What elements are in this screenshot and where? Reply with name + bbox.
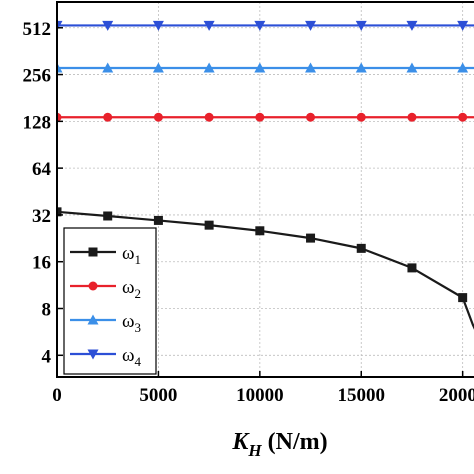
x-tick-label: 0: [52, 385, 62, 406]
x-tick-label: 20000: [439, 385, 474, 406]
legend-swatch-marker: [88, 281, 98, 291]
legend-swatch-marker: [87, 349, 99, 360]
series-1: [57, 207, 474, 330]
data-point: [305, 62, 317, 73]
data-point: [406, 62, 418, 73]
data-point: [254, 20, 266, 31]
series-layer: [57, 20, 474, 330]
plot-frame: [56, 1, 474, 378]
series-4: [57, 20, 474, 31]
data-point: [204, 112, 214, 122]
data-point: [255, 112, 265, 122]
series-2: [57, 112, 474, 122]
data-point: [305, 20, 317, 31]
data-point: [407, 263, 417, 273]
x-tick-label: 15000: [337, 385, 385, 406]
data-point: [153, 215, 163, 225]
legend: ω1 ω2 ω3 ω4: [63, 227, 157, 375]
axis-ticks: 0 5000 10000 15000 20000 4 8 16 32 64 128 256 512: [23, 19, 474, 406]
data-point: [356, 243, 366, 253]
data-point: [457, 62, 469, 73]
data-point: [57, 207, 62, 217]
x-axis-title: KH (N/m): [231, 429, 327, 460]
y-tick-label: 256: [23, 66, 52, 87]
data-point: [306, 112, 316, 122]
data-point: [152, 62, 164, 73]
data-point: [458, 293, 468, 303]
legend-item: ω3: [70, 311, 141, 335]
legend-item: ω1: [70, 243, 141, 267]
y-tick-label: 512: [23, 19, 52, 40]
data-point: [102, 62, 114, 73]
legend-item: ω4: [70, 345, 142, 369]
data-point: [356, 112, 366, 122]
y-tick-label: 4: [42, 346, 52, 367]
data-point: [457, 20, 469, 31]
x-axis-title-sub: H: [247, 441, 262, 460]
data-point: [255, 226, 265, 236]
legend-swatch-marker: [87, 314, 99, 325]
series-3: [57, 62, 474, 73]
data-point: [57, 112, 62, 122]
data-point: [355, 20, 367, 31]
x-axis-title-main: K: [231, 429, 250, 455]
data-point: [203, 62, 215, 73]
data-point: [203, 20, 215, 31]
y-tick-label: 32: [32, 206, 51, 227]
legend-label: ω3: [122, 311, 141, 335]
legend-item: ω2: [70, 277, 141, 301]
data-point: [57, 62, 63, 73]
data-point: [254, 62, 266, 73]
data-point: [458, 112, 468, 122]
data-point: [406, 20, 418, 31]
y-tick-label: 8: [42, 300, 52, 321]
legend-label: ω4: [122, 345, 142, 369]
y-tick-label: 64: [32, 159, 52, 180]
data-point: [355, 62, 367, 73]
data-point: [102, 20, 114, 31]
data-point: [153, 112, 163, 122]
data-point: [306, 233, 316, 243]
legend-swatch-marker: [88, 247, 98, 257]
x-tick-label: 5000: [139, 385, 177, 406]
legend-label: ω1: [122, 243, 141, 267]
y-tick-label: 128: [23, 112, 52, 133]
data-point: [407, 112, 417, 122]
x-axis-title-unit: (N/m): [262, 429, 328, 455]
data-point: [103, 112, 113, 122]
data-point: [103, 211, 113, 221]
x-tick-label: 10000: [236, 385, 284, 406]
legend-label: ω2: [122, 277, 141, 301]
y-tick-label: 16: [32, 253, 51, 274]
data-point: [152, 20, 164, 31]
data-point: [204, 220, 214, 230]
legend-box: [63, 227, 157, 375]
